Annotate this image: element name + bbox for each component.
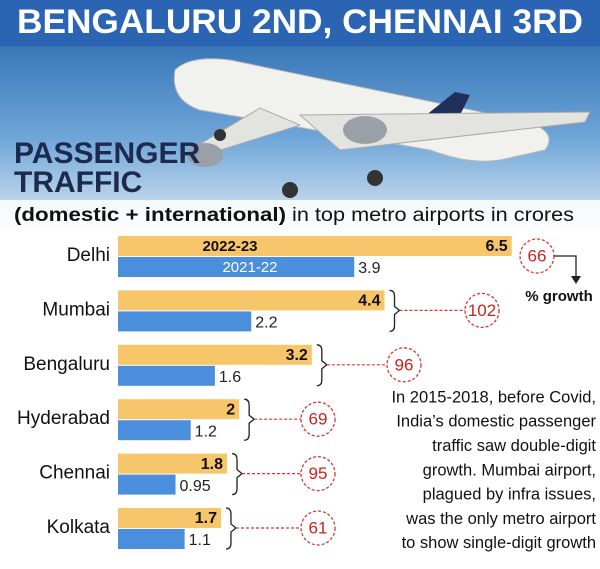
value-label: 3.9	[358, 260, 380, 277]
growth-label: 95	[309, 464, 328, 483]
category-label: Kolkata	[47, 517, 111, 538]
growth-label: 61	[309, 518, 328, 537]
bar	[118, 508, 221, 528]
value-label: 0.95	[180, 478, 211, 495]
value-label: 3.2	[286, 347, 308, 364]
title-band	[0, 0, 600, 46]
bar	[118, 399, 240, 420]
growth-circle	[300, 510, 336, 546]
note: In 2015-2018, before Covid,	[391, 388, 596, 406]
value-label: 1.2	[195, 423, 217, 440]
bar	[118, 420, 191, 441]
category-label: Chennai	[39, 463, 110, 484]
chart-title: BENGALURU 2ND, CHENNAI 3RD	[17, 3, 583, 41]
legend-label: 2021-22	[222, 259, 277, 276]
note: to show single-digit growth	[402, 534, 596, 552]
growth-label: 102	[468, 301, 496, 320]
note: traffic saw double-digit	[432, 437, 596, 455]
growth-circle	[386, 347, 422, 383]
value-label: 1.6	[219, 369, 241, 386]
legend-label: 2022-23	[202, 238, 257, 255]
bar	[118, 529, 185, 549]
growth-arrow	[554, 255, 577, 280]
description: (domestic + international)	[14, 205, 286, 226]
brace	[389, 289, 401, 333]
growth-label: 69	[309, 410, 328, 429]
value-label: 6.5	[485, 238, 507, 255]
value-label: 1.7	[195, 510, 217, 527]
category-label: Hyderabad	[17, 408, 110, 429]
arrow-head	[571, 276, 581, 284]
bar	[118, 365, 215, 386]
category-label: Delhi	[67, 245, 110, 266]
bar	[118, 257, 355, 277]
note: India’s domestic passenger	[396, 413, 596, 431]
bar	[118, 290, 385, 311]
note: was the only metro airport	[405, 510, 596, 528]
subtitle: TRAFFIC	[14, 166, 142, 199]
growth-title: % growth	[525, 288, 593, 305]
description-band	[0, 200, 600, 230]
growth-label: 66	[528, 246, 547, 265]
brace	[225, 507, 238, 550]
bar	[118, 311, 252, 332]
bar	[118, 453, 228, 474]
category-label: Bengaluru	[23, 354, 110, 375]
growth-label: 96	[395, 355, 414, 374]
growth-circle	[464, 292, 500, 329]
value-label: 2	[226, 401, 235, 418]
growth-circle	[300, 401, 336, 437]
growth-circle	[300, 455, 336, 492]
bar	[118, 236, 512, 256]
value-label: 1.1	[189, 532, 211, 549]
bar	[118, 344, 312, 365]
bar	[118, 474, 176, 495]
value-label: 1.8	[201, 456, 223, 473]
note: growth. Mumbai airport,	[423, 461, 596, 479]
description: in top metro airports in crores	[292, 205, 574, 226]
airplane	[173, 58, 591, 198]
note: plagued by infra issues,	[423, 486, 596, 504]
category-label: Mumbai	[42, 299, 110, 320]
value-label: 2.2	[255, 315, 277, 332]
value-label: 4.4	[358, 293, 380, 310]
subtitle: PASSENGER	[14, 137, 200, 170]
